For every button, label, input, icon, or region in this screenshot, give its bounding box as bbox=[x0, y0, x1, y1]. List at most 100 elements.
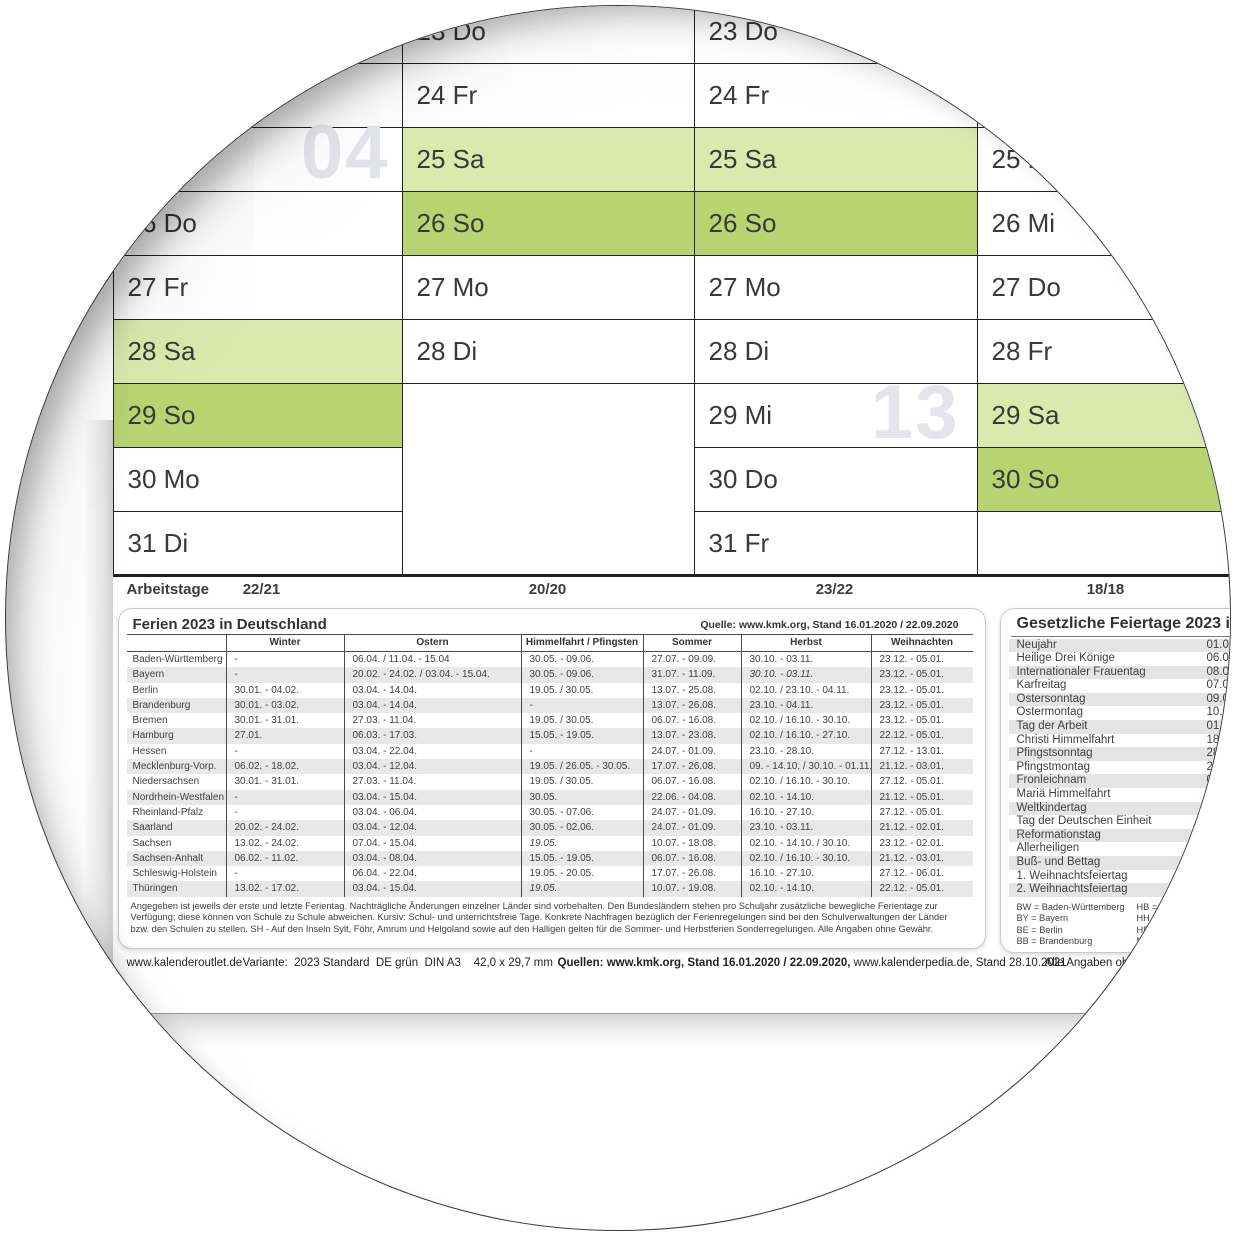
day-cell: 26 So bbox=[402, 191, 694, 256]
month-column-january: 26 Do 27 Fr 28 Sa 29 So 30 Mo 31 Di bbox=[112, 6, 402, 576]
ferien-state: Bayern bbox=[132, 669, 165, 681]
ferien-cell: - bbox=[225, 652, 344, 668]
ferien-cell: 02.10. / 16.10. - 27.10. bbox=[740, 728, 871, 744]
ferien-state: Hamburg bbox=[132, 730, 174, 742]
empty-cell-block bbox=[402, 383, 694, 576]
day-cell: 23 Do bbox=[402, 6, 694, 64]
holiday-name: Internationaler Frauentag bbox=[1016, 665, 1146, 678]
ferien-cell: 06.02. - 11.02. bbox=[225, 850, 344, 867]
ferien-row: Hessen - 03.04. - 22.04. - 24.07. - 01.0… bbox=[127, 743, 973, 760]
holiday-date: 01.05. bbox=[1206, 720, 1231, 733]
ferien-cell: 03.04. - 12.04. bbox=[343, 820, 521, 836]
day-cell: 25 Sa bbox=[402, 127, 694, 192]
week-number-watermark: 13 bbox=[870, 369, 960, 455]
ferien-cell: 03.04. - 15.04. bbox=[343, 789, 521, 805]
feiertage-title: Gesetzliche Feiertage 2023 in Deutschlan… bbox=[1016, 614, 1231, 632]
ferien-cell: 02.10. / 16.10. - 30.10. bbox=[740, 774, 871, 790]
ferien-row: Baden-Württemberg - 06.04. / 11.04. - 15… bbox=[127, 652, 973, 668]
holiday-name: Buß- und Bettag bbox=[1016, 856, 1101, 868]
ferien-row: Bayern - 20.02. - 24.02. / 03.04. - 15.0… bbox=[126, 667, 973, 683]
feiertage-title-separator bbox=[1010, 635, 1230, 637]
page-left-edge-shadow bbox=[83, 419, 113, 1013]
ferien-cell: 02.10. / 16.10. - 30.10. bbox=[740, 850, 871, 867]
holiday-row: Christi Himmelfahrt 18.05. bbox=[1009, 734, 1231, 748]
state-abbreviation: BY = Bayern bbox=[1016, 913, 1069, 923]
state-abbreviation: BE = Berlin bbox=[1016, 924, 1063, 935]
day-cell: 29 So bbox=[113, 383, 402, 448]
ferien-row: Thüringen 13.02. - 17.02. 03.04. - 15.04… bbox=[126, 881, 973, 897]
holiday-date: 20.09. bbox=[1206, 801, 1231, 814]
ferien-row: Sachsen-Anhalt 06.02. - 11.02. 03.04. - … bbox=[126, 850, 973, 867]
day-cell: 27 Mo bbox=[402, 255, 694, 320]
grid-bottom-rule bbox=[112, 574, 1230, 577]
ferien-cell: 02.10. - 14.10. / 30.10. bbox=[740, 835, 871, 851]
ferien-cell: 21.12. - 03.01. bbox=[870, 759, 973, 775]
ferien-cell: 23.10. - 04.11. bbox=[740, 697, 871, 714]
holiday-row: Neujahr 01.01. bbox=[1008, 638, 1231, 653]
ferien-cell: 03.04. - 06.04. bbox=[343, 804, 521, 821]
ferien-header-row: Winter Ostern Himmelfahrt / Pfingsten So… bbox=[126, 633, 973, 652]
day-cell: 31 Di bbox=[113, 511, 402, 576]
month-column-february: 23 Do 24 Fr 25 Sa 26 So 27 Mo 28 Di bbox=[401, 6, 694, 576]
holiday-date: 26.12. bbox=[1206, 883, 1231, 896]
ferien-cell: 20.02. - 24.02. bbox=[225, 820, 344, 836]
day-cell: 29 Mi bbox=[694, 383, 977, 448]
ferien-cell: 27.12. - 05.01. bbox=[870, 774, 973, 790]
holiday-date: 15.08. bbox=[1206, 788, 1231, 801]
holiday-row: Pfingstsonntag 28.05. bbox=[1008, 747, 1230, 761]
ferien-row: Sachsen 13.02. - 24.02. 07.04. - 15.04. … bbox=[127, 835, 973, 851]
ferien-cell: 27.07. - 09.09. bbox=[642, 652, 741, 668]
ferien-cell: 27.12. - 13.01. bbox=[870, 743, 973, 760]
holiday-row: 2. Weihnachtsfeiertag 26.12. bbox=[1008, 883, 1231, 897]
ferien-cell: 30.05. bbox=[520, 789, 643, 805]
calendar-sheet: 26 Do 27 Fr 28 Sa 29 So 30 Mo 31 Di 23 Do 24 F… bbox=[6, 6, 1231, 1230]
holiday-date: 31.10. bbox=[1206, 828, 1231, 841]
ferien-cell: 03.04. - 15.04. bbox=[343, 881, 521, 897]
ferien-cell: 30.01. - 03.02. bbox=[225, 697, 344, 714]
ferien-cell: 07.04. - 15.04. bbox=[343, 835, 521, 851]
ferien-cell: 30.10. - 03.11. bbox=[740, 652, 871, 668]
ferien-cell: 23.12. - 05.01. bbox=[870, 667, 973, 683]
ferien-title: Ferien 2023 in Deutschland bbox=[132, 615, 327, 633]
holiday-row: Heilige Drei Könige 06.01. bbox=[1009, 652, 1231, 666]
ferien-cell: 23.12. - 05.01. bbox=[870, 697, 973, 714]
state-abbreviation: HB = Bremen bbox=[1136, 901, 1192, 912]
ferien-state: Nordrhein-Westfalen bbox=[132, 791, 225, 803]
ferien-cell: 23.12. - 05.01. bbox=[870, 713, 973, 729]
ferien-cell: - bbox=[520, 697, 643, 714]
ferien-cell: 02.10. - 14.10. bbox=[740, 881, 871, 897]
ferien-cell: 19.05. / 30.05. bbox=[520, 774, 643, 790]
footer-site: www.kalenderoutlet.de bbox=[126, 956, 243, 969]
holiday-date: 29.05. bbox=[1206, 760, 1231, 773]
day-cell: 27 Mo bbox=[694, 255, 977, 320]
ferien-cell: 03.04. - 22.04. bbox=[343, 743, 521, 760]
ferien-cell: - bbox=[225, 743, 344, 760]
holiday-date: 01.01. bbox=[1206, 638, 1231, 651]
holiday-name: Ostermontag bbox=[1016, 706, 1083, 719]
feiertage-panel: Gesetzliche Feiertage 2023 in Deutschlan… bbox=[999, 607, 1231, 953]
ferien-cell: 13.07. - 26.08. bbox=[642, 697, 741, 714]
ferien-cell: 24.07. - 01.09. bbox=[642, 820, 741, 836]
ferien-cell: 23.10. - 28.10. bbox=[740, 743, 871, 760]
ferien-cell: 10.07. - 19.08. bbox=[642, 881, 741, 897]
ferien-cell: 21.12. - 05.01. bbox=[870, 789, 973, 805]
ferien-cell: 06.02. - 18.02. bbox=[225, 759, 344, 775]
ferien-cell: 13.07. - 23.08. bbox=[642, 728, 741, 744]
ferien-header-cell bbox=[127, 635, 226, 652]
ferien-cell: 16.10. - 27.10. bbox=[740, 866, 871, 882]
day-cell: 28 Di bbox=[694, 319, 977, 384]
week-number-watermark: 04 bbox=[300, 109, 390, 195]
ferien-state: Thüringen bbox=[132, 883, 178, 895]
ferien-header-cell: Weihnachten bbox=[870, 634, 973, 651]
holiday-name: Ostersonntag bbox=[1016, 692, 1086, 705]
ferien-cell: 19.05. - 20.05. bbox=[520, 866, 643, 882]
day-cell: 30 Do bbox=[694, 447, 977, 512]
footer-quellen-bold: Quellen: www.kmk.org, Stand 16.01.2020 /… bbox=[557, 956, 851, 969]
holiday-name: Weltkindertag bbox=[1016, 801, 1087, 814]
day-cell: 23 Do bbox=[694, 6, 977, 64]
holiday-row: Ostersonntag 09.04. bbox=[1008, 692, 1230, 707]
holiday-name: Tag der Arbeit bbox=[1016, 720, 1088, 733]
ferien-cell: 20.02. - 24.02. / 03.04. - 15.04. bbox=[343, 667, 521, 683]
ferien-cell: 16.10. - 27.10. bbox=[740, 804, 871, 821]
holiday-row: Tag der Deutschen Einheit 03.10. bbox=[1009, 815, 1231, 829]
